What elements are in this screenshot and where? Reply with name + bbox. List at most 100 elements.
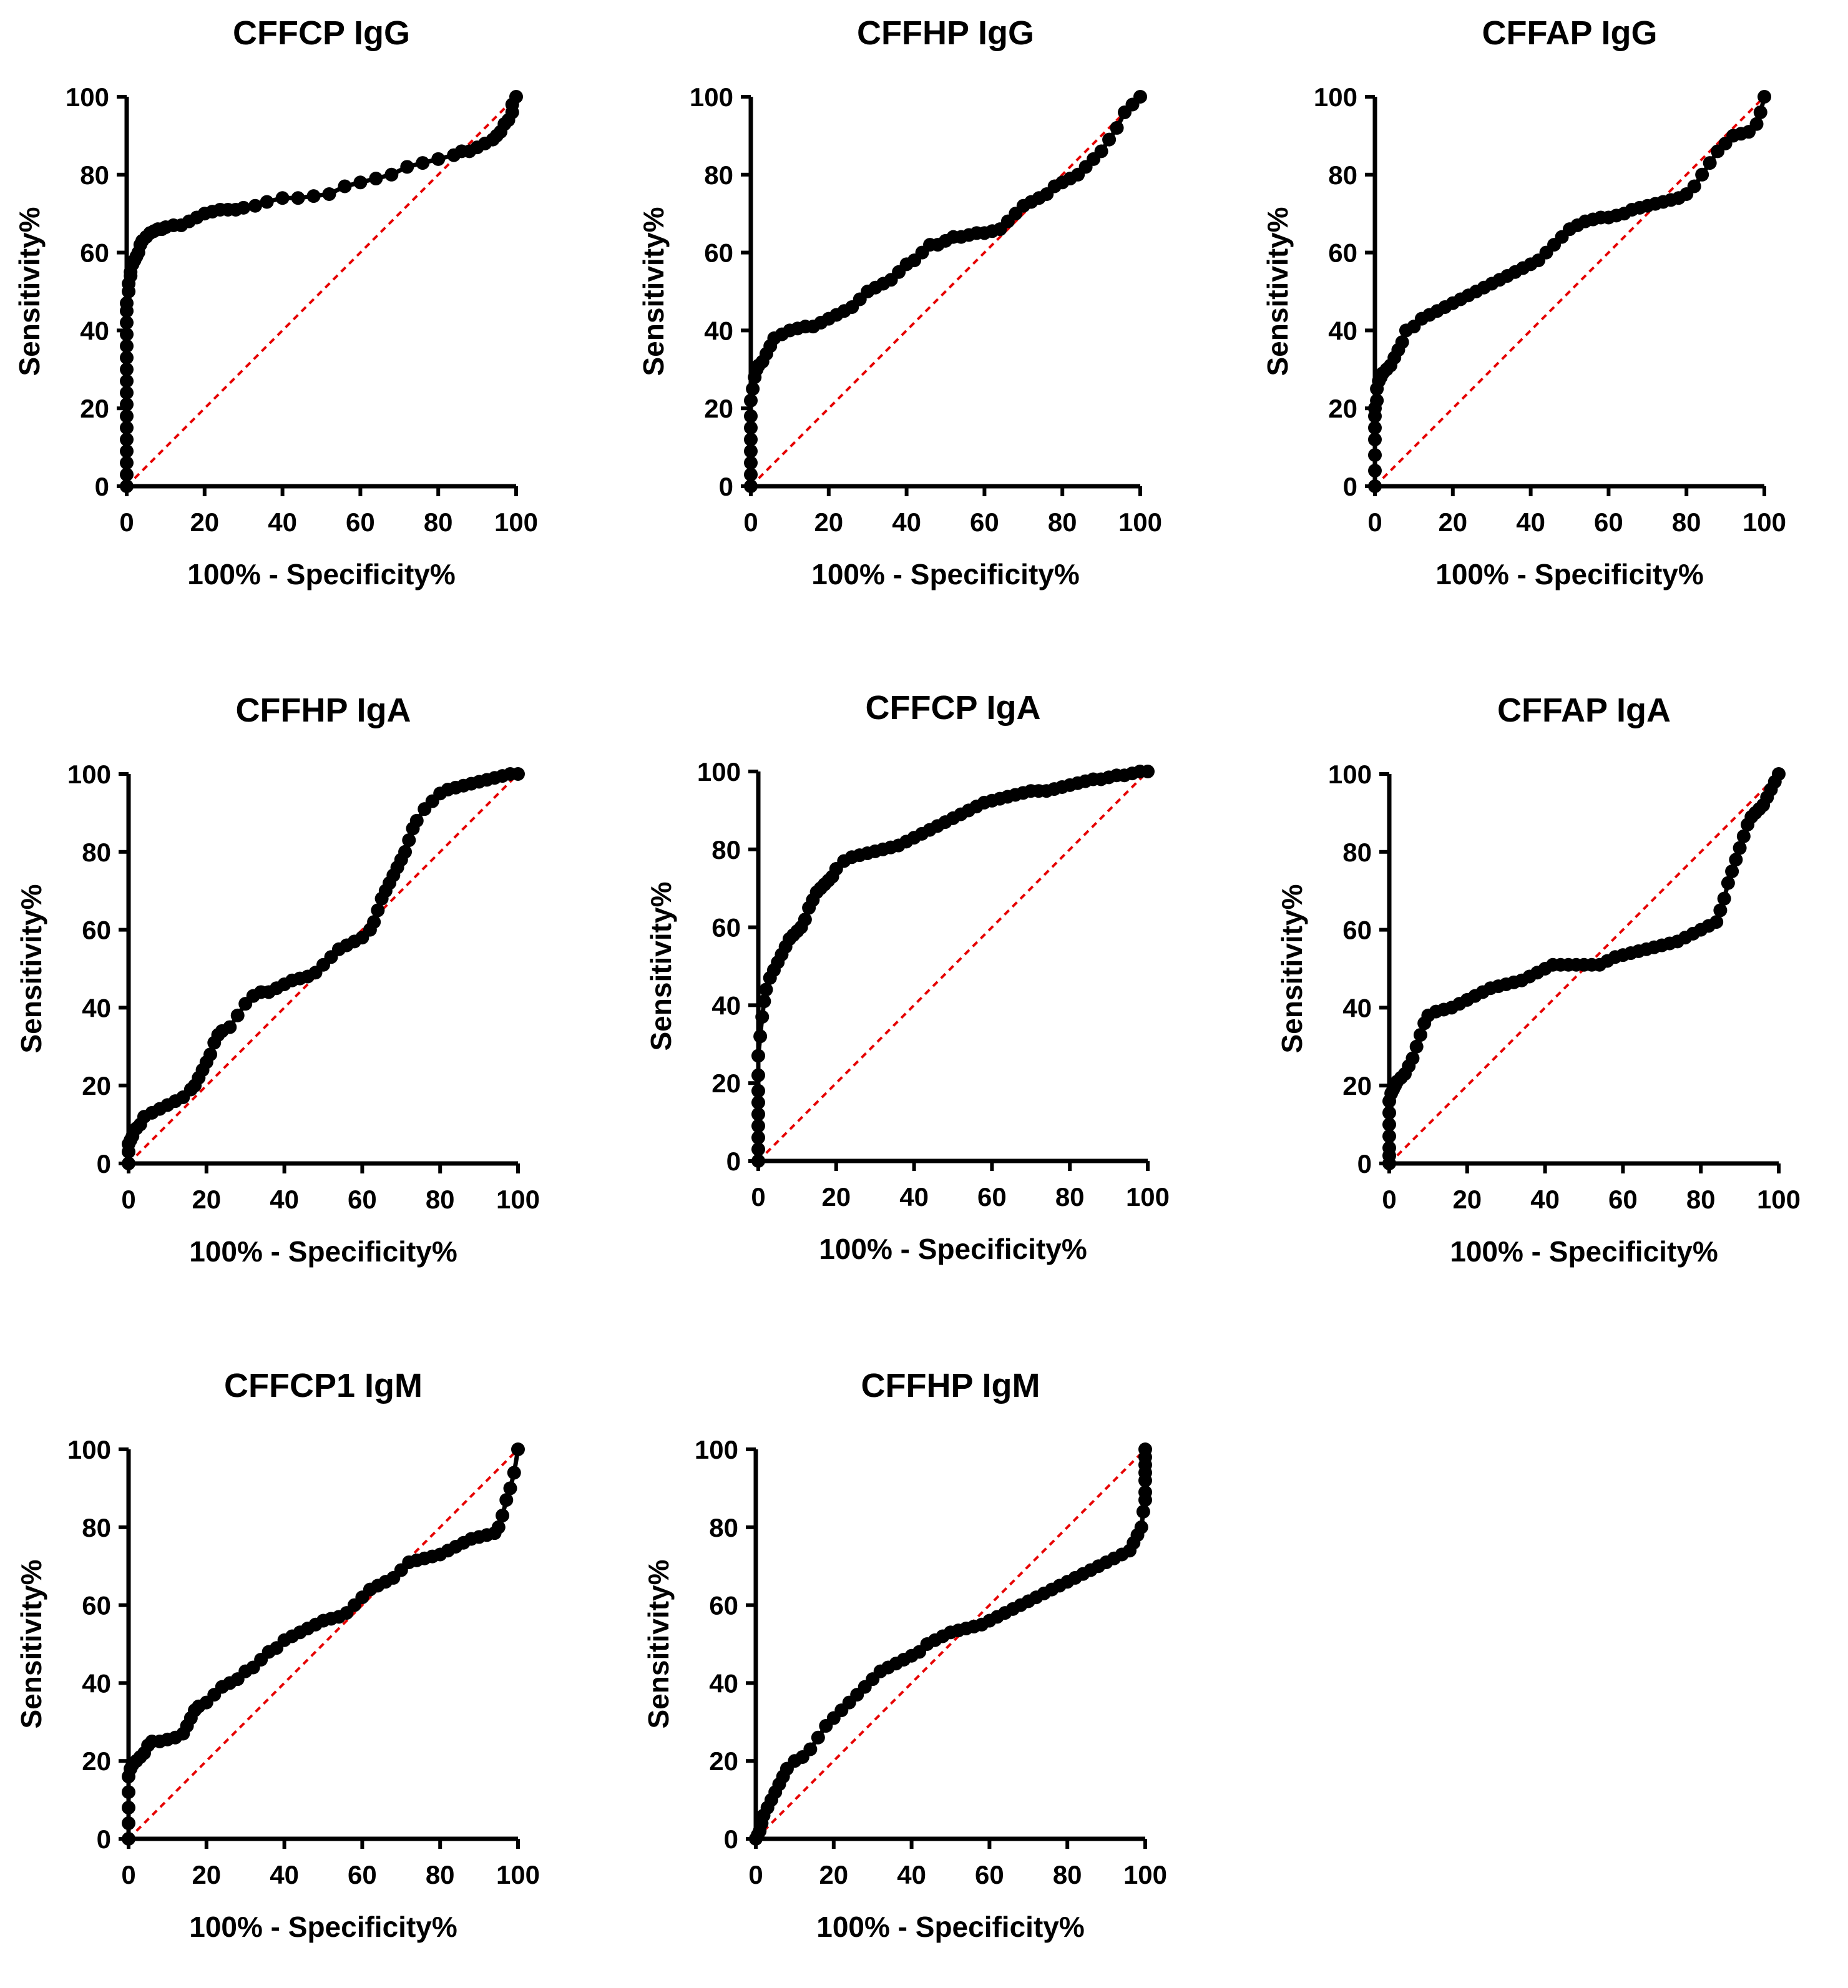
roc-data-point (1138, 1485, 1152, 1499)
y-tick-label: 40 (1328, 316, 1357, 345)
roc-data-point (1413, 1028, 1427, 1042)
y-axis-label: Sensitivity% (645, 882, 677, 1051)
roc-data-point (1138, 1442, 1152, 1456)
roc-data-point (120, 479, 134, 493)
y-tick-label: 40 (82, 993, 111, 1022)
roc-data-point (275, 191, 290, 205)
y-tick-label: 100 (695, 1435, 738, 1464)
x-tick-label: 100 (494, 507, 538, 537)
y-axis-label: Sensitivity% (1261, 207, 1294, 376)
roc-data-point (751, 1068, 765, 1082)
x-tick-label: 40 (270, 1860, 299, 1889)
x-tick-label: 80 (1672, 507, 1701, 537)
x-tick-label: 20 (1438, 507, 1467, 537)
y-tick-label: 60 (1342, 916, 1372, 945)
y-tick-label: 100 (1328, 760, 1372, 789)
y-tick-label: 20 (1342, 1071, 1372, 1100)
roc-data-point (371, 903, 385, 918)
reference-diagonal-line (750, 95, 1142, 487)
x-tick-label: 100 (496, 1185, 540, 1214)
roc-data-point (1725, 864, 1739, 878)
panel-title: CFFAP IgG (1482, 14, 1657, 52)
x-tick-label: 0 (743, 507, 758, 537)
roc-data-point (398, 845, 413, 859)
x-tick-label: 40 (899, 1182, 929, 1212)
roc-data-point (122, 1832, 135, 1846)
roc-data-point (1409, 1039, 1424, 1054)
roc-data-point (122, 1157, 135, 1170)
y-tick-label: 60 (704, 238, 733, 268)
x-tick-label: 100 (1126, 1182, 1170, 1212)
roc-data-point (120, 397, 134, 411)
roc-data-point (1749, 117, 1764, 131)
roc-data-point (260, 195, 274, 209)
roc-data-point (1395, 335, 1409, 350)
roc-data-point (1736, 829, 1751, 843)
y-tick-label: 40 (704, 316, 733, 345)
x-axis-label: 100% - Specificity% (189, 1911, 457, 1943)
x-tick-label: 0 (121, 1185, 135, 1214)
roc-data-point (120, 386, 134, 400)
roc-panel: CFFAP IgA 0 20 40 60 80 100 0 20 40 60 80 100 100% - … (1276, 692, 1801, 1268)
roc-data-point (1141, 765, 1155, 778)
roc-data-point (1721, 876, 1735, 890)
roc-data-point (120, 421, 134, 435)
roc-data-point (431, 152, 446, 166)
roc-panel: CFFAP IgG 0 20 40 60 80 100 0 20 40 60 80 100 100% - … (1261, 14, 1786, 590)
roc-data-point (122, 1785, 135, 1799)
y-tick-label: 80 (82, 1513, 111, 1542)
roc-data-point (120, 339, 134, 353)
roc-data-point (759, 982, 773, 997)
x-tick-label: 0 (748, 1860, 763, 1889)
x-tick-label: 20 (814, 507, 843, 537)
y-tick-label: 80 (82, 838, 111, 867)
y-tick-label: 100 (1314, 82, 1357, 112)
x-tick-label: 0 (121, 1860, 135, 1889)
y-tick-label: 20 (1328, 394, 1357, 423)
roc-data-point (1713, 903, 1728, 918)
roc-data-point (1717, 891, 1731, 906)
roc-data-point (120, 444, 134, 458)
x-axis-label: 100% - Specificity% (811, 558, 1080, 590)
roc-data-point (1772, 767, 1786, 781)
x-tick-label: 100 (1118, 507, 1162, 537)
y-axis-label: Sensitivity% (15, 884, 47, 1054)
x-tick-label: 40 (268, 507, 297, 537)
x-axis-label: 100% - Specificity% (816, 1911, 1085, 1943)
roc-data-point (122, 1816, 135, 1831)
roc-data-point (751, 1084, 765, 1098)
y-tick-label: 80 (1328, 160, 1357, 190)
roc-data-point (499, 1493, 514, 1507)
roc-data-point (803, 1742, 818, 1756)
reference-diagonal-line (1374, 95, 1766, 487)
x-tick-label: 40 (897, 1860, 926, 1889)
roc-data-point (746, 382, 760, 396)
roc-data-point (509, 90, 523, 104)
x-tick-label: 60 (346, 507, 375, 537)
y-tick-label: 20 (704, 394, 733, 423)
roc-data-point (744, 468, 758, 482)
x-axis-label: 100% - Specificity% (189, 1235, 457, 1268)
y-axis-label: Sensitivity% (637, 207, 670, 376)
roc-data-point (237, 200, 251, 215)
roc-data-point (306, 189, 321, 203)
roc-data-point (338, 179, 352, 193)
y-axis-label: Sensitivity% (13, 207, 46, 376)
roc-data-point (496, 1509, 510, 1523)
x-tick-label: 100 (1743, 507, 1786, 537)
roc-data-point (1382, 1117, 1396, 1132)
roc-data-point (1709, 915, 1724, 929)
roc-data-point (1133, 90, 1147, 104)
y-tick-label: 0 (95, 472, 109, 501)
roc-data-point (757, 994, 771, 1009)
y-tick-label: 80 (709, 1513, 738, 1542)
roc-data-point (1758, 90, 1771, 104)
y-tick-label: 80 (711, 835, 741, 864)
x-tick-label: 80 (1055, 1182, 1085, 1212)
roc-data-point (1753, 105, 1767, 119)
x-tick-label: 60 (970, 507, 999, 537)
y-tick-label: 80 (704, 160, 733, 190)
roc-data-point (120, 351, 134, 365)
x-tick-label: 20 (192, 1185, 221, 1214)
